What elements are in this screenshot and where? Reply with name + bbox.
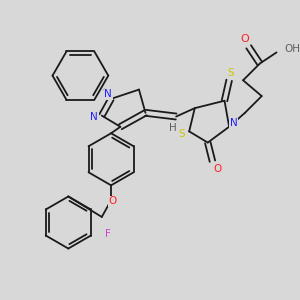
Text: O: O: [241, 34, 249, 44]
Text: S: S: [228, 68, 234, 78]
Text: H: H: [286, 45, 293, 55]
Text: OH: OH: [284, 44, 300, 54]
Text: S: S: [178, 129, 185, 139]
Text: N: N: [91, 112, 98, 122]
Text: O: O: [109, 196, 117, 206]
Text: F: F: [105, 229, 110, 239]
Text: H: H: [169, 123, 177, 133]
Text: O: O: [213, 164, 221, 174]
Text: N: N: [104, 89, 112, 99]
Text: N: N: [230, 118, 238, 128]
